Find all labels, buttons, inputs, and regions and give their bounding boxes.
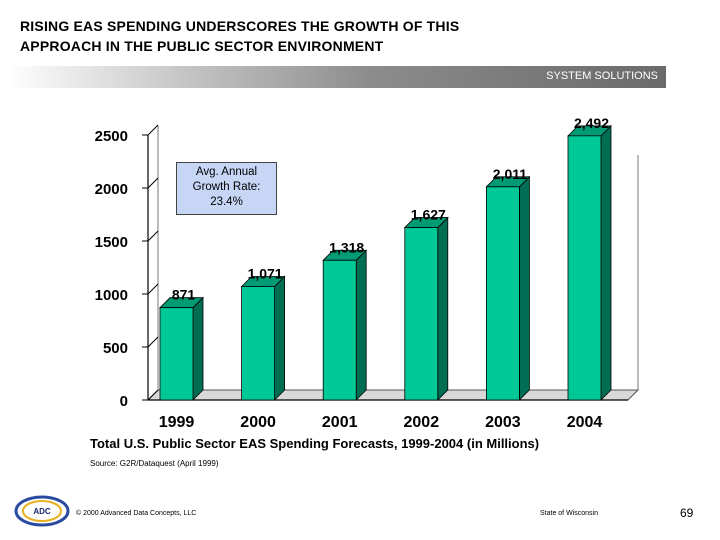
- bar-value-label: 2,492: [574, 115, 609, 131]
- bar-value-label: 871: [172, 287, 196, 303]
- bar: [567, 135, 602, 401]
- x-tick-label: 2001: [322, 414, 358, 431]
- bar: [159, 307, 194, 401]
- bar-value-label: 1,318: [329, 239, 364, 255]
- chart-caption: Total U.S. Public Sector EAS Spending Fo…: [90, 436, 540, 451]
- copyright-notice: © 2000 Advanced Data Concepts, LLC: [76, 510, 197, 517]
- page-number: 69: [680, 506, 694, 520]
- bar-side: [519, 175, 530, 401]
- y-tick-depth: [147, 389, 159, 401]
- y-tick-depth: [147, 283, 159, 295]
- growth-rate-callout: Avg. Annual Growth Rate: 23.4%: [176, 162, 277, 215]
- bar: [322, 259, 357, 401]
- chart-floor: [146, 389, 640, 401]
- y-tick-depth: [147, 124, 159, 136]
- title-line-1: RISING EAS SPENDING UNDERSCORES THE GROW…: [20, 18, 460, 34]
- x-tick-label: 2004: [567, 414, 603, 431]
- title-line-2: APPROACH IN THE PUBLIC SECTOR ENVIRONMEN…: [20, 38, 384, 54]
- slide-title: RISING EAS SPENDING UNDERSCORES THE GROW…: [20, 16, 459, 56]
- y-tick-label: 0: [120, 393, 128, 410]
- bar: [404, 227, 439, 401]
- y-tick-depth: [147, 177, 159, 189]
- adc-logo: ADC: [14, 495, 70, 527]
- logo-text: ADC: [33, 507, 51, 516]
- bar-value-label: 1,071: [248, 265, 283, 281]
- section-banner: SYSTEM SOLUTIONS: [12, 66, 666, 88]
- bar-value-label: 2,011: [493, 166, 527, 182]
- y-tick-label: 2500: [95, 128, 128, 145]
- y-tick-depth: [147, 230, 159, 242]
- bar: [241, 286, 276, 401]
- bar: [485, 186, 520, 401]
- y-tick-label: 500: [103, 340, 128, 357]
- bar-value-label: 1,627: [411, 207, 446, 223]
- y-tick-label: 1500: [95, 234, 128, 251]
- bar-side: [274, 275, 286, 401]
- bar-side: [192, 296, 204, 401]
- client-name: State of Wisconsin: [540, 510, 598, 517]
- y-tick-label: 2000: [95, 181, 128, 198]
- x-tick-label: 2002: [404, 414, 440, 431]
- bar-side: [600, 124, 612, 401]
- bar-side: [355, 249, 367, 401]
- growth-line-2: Growth Rate:: [192, 181, 261, 193]
- source-note: Source: G2R/Dataquest (April 1999): [90, 459, 219, 468]
- x-tick-label: 1999: [159, 414, 195, 431]
- x-tick-label: 2000: [240, 414, 276, 431]
- bar-side: [437, 216, 449, 401]
- y-tick-label: 1000: [95, 287, 128, 304]
- growth-line-1: Avg. Annual: [195, 166, 258, 178]
- x-tick-label: 2003: [485, 414, 521, 431]
- growth-line-3: 23.4%: [210, 196, 243, 208]
- banner-label: SYSTEM SOLUTIONS: [546, 70, 658, 82]
- y-tick-depth: [147, 336, 159, 348]
